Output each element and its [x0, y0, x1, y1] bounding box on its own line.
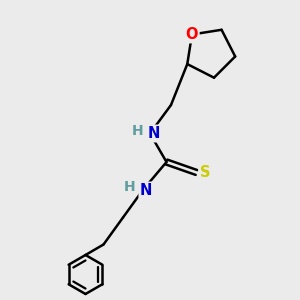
Text: O: O — [186, 27, 198, 42]
Text: N: N — [140, 183, 152, 198]
Text: N: N — [147, 126, 160, 141]
Text: H: H — [132, 124, 143, 138]
Text: H: H — [124, 180, 136, 194]
Text: S: S — [200, 165, 210, 180]
